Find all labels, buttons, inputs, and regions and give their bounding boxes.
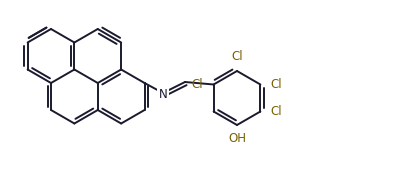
Text: Cl: Cl xyxy=(192,78,203,91)
Text: Cl: Cl xyxy=(231,50,243,64)
Text: N: N xyxy=(159,89,167,102)
Text: OH: OH xyxy=(228,132,246,146)
Text: Cl: Cl xyxy=(271,78,282,91)
Text: Cl: Cl xyxy=(271,105,282,118)
